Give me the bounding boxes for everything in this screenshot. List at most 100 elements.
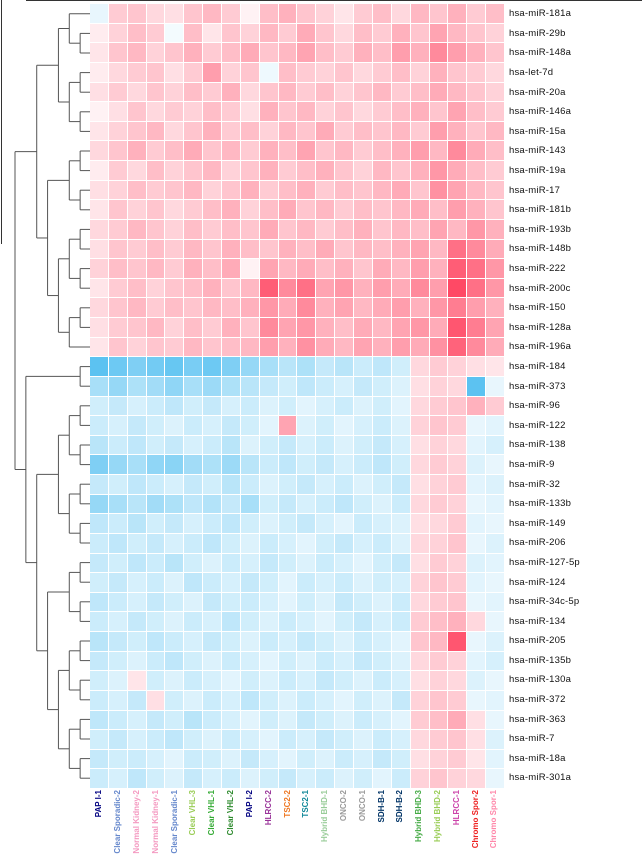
heatmap-cell [448,318,467,337]
heatmap-cell [410,435,429,455]
heatmap-cell [335,573,354,592]
heatmap-cell [108,200,127,219]
heatmap-cell [127,376,146,396]
heatmap-cell [127,396,146,416]
row-label: hsa-miR-127-5p [509,556,580,568]
column-label: Clear Sporadic-1 [165,790,184,854]
heatmap-cell [297,82,316,102]
heatmap-cell [165,82,184,102]
heatmap-cell [127,357,146,376]
column-label: PAP I-1 [90,790,109,850]
column-label-text: Clear Sporadic-1 [169,790,179,854]
heatmap-cell [372,141,391,160]
heatmap-cell [240,23,259,43]
heatmap-cell [184,396,203,416]
heatmap-cell [184,475,203,494]
row-label: hsa-miR-138 [509,439,566,451]
heatmap-cell [222,180,240,200]
heatmap-cell [316,533,335,553]
heatmap-cell [354,730,372,749]
heatmap-cell [316,376,335,396]
heatmap-cell [335,690,354,710]
heatmap-cell [90,62,108,82]
column-label: SDH-B-2 [391,790,410,850]
heatmap-cell [410,259,429,278]
heatmap-cell [240,592,259,612]
heatmap-cell [391,102,410,121]
row-label: hsa-miR-184 [509,360,566,372]
heatmap-cell [165,514,184,533]
heatmap-cell [297,612,316,631]
row-label: hsa-miR-206 [509,537,566,549]
heatmap-cell [90,337,108,357]
heatmap-cell [391,318,410,337]
heatmap-cell [297,180,316,200]
heatmap-cell [108,121,127,141]
heatmap-cell [165,730,184,749]
heatmap-cell [410,376,429,396]
heatmap-cell [448,278,467,298]
heatmap-cell [90,141,108,160]
heatmap-cell [372,161,391,180]
heatmap-cell [448,416,467,435]
heatmap-cell [316,573,335,592]
heatmap-cell [222,141,240,160]
heatmap-cell [203,161,222,180]
heatmap-cell [278,749,297,769]
heatmap-cell [448,710,467,730]
heatmap-cell [316,435,335,455]
heatmap-cell [90,43,108,62]
heatmap-cell [222,455,240,474]
heatmap-cell [90,435,108,455]
heatmap-cell [410,4,429,23]
heatmap-cell [316,200,335,219]
heatmap-cell [240,318,259,337]
heatmap-cell [203,141,222,160]
heatmap-cell [90,161,108,180]
heatmap-cell [165,690,184,710]
heatmap-cell [278,141,297,160]
heatmap-cell [354,612,372,631]
column-label: Hybrid BHD-1 [316,790,335,850]
heatmap-cell [316,710,335,730]
row-label: hsa-miR-134 [509,615,566,627]
heatmap-cell [354,219,372,239]
heatmap-cell [391,4,410,23]
heatmap-cell [391,435,410,455]
heatmap-cell [90,396,108,416]
heatmap-cell [203,690,222,710]
heatmap-cell [467,632,486,651]
heatmap-cell [467,4,486,23]
heatmap-cell [203,514,222,533]
heatmap-cell [203,376,222,396]
heatmap-cell [372,62,391,82]
column-label-text: Normal Kidney-1 [150,790,160,854]
heatmap-cell [240,455,259,474]
column-label: HLRCC-2 [259,790,278,850]
heatmap-cell [278,102,297,121]
heatmap-cell [108,573,127,592]
heatmap-cell [354,573,372,592]
heatmap-cell [240,671,259,690]
heatmap-cell [410,573,429,592]
heatmap-cell [354,533,372,553]
heatmap-cell [354,259,372,278]
heatmap-cell [259,651,278,671]
row-label: hsa-miR-372 [509,694,566,706]
column-label: ONCO-2 [335,790,354,850]
heatmap-cell [316,690,335,710]
heatmap-cell [90,749,108,769]
heatmap-cell [259,180,278,200]
column-label: Hybrid BHD-3 [410,790,429,850]
heatmap-cell [448,494,467,514]
heatmap-cell [146,651,165,671]
heatmap-cell [354,475,372,494]
row-label: hsa-miR-205 [509,635,566,647]
heatmap-cell [372,23,391,43]
heatmap-cell [240,553,259,573]
heatmap-cell [486,671,504,690]
heatmap-cell [372,259,391,278]
heatmap-cell [90,671,108,690]
heatmap-cell [354,337,372,357]
heatmap-cell [165,475,184,494]
